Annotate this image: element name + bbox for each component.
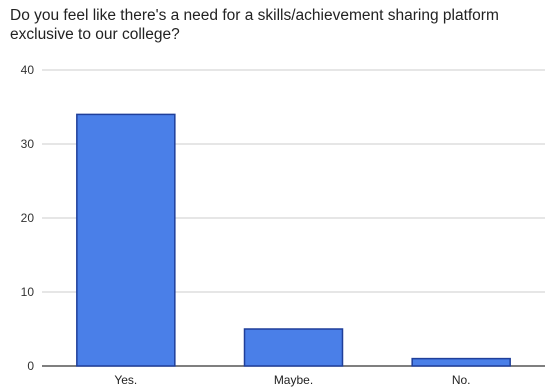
chart-title: Do you feel like there's a need for a sk…	[10, 6, 530, 44]
x-category-label: No.	[452, 373, 471, 387]
y-tick-label: 30	[21, 137, 35, 151]
x-category-label: Yes.	[114, 373, 137, 387]
chart-title-line-1: Do you feel like there's a need for a sk…	[10, 7, 499, 24]
y-tick-label: 20	[21, 211, 35, 225]
bar-no	[411, 357, 511, 367]
y-tick-label: 0	[27, 359, 34, 373]
bars	[76, 113, 511, 367]
x-axis-categories: Yes. Maybe. No.	[114, 373, 470, 387]
bar-maybe	[243, 328, 344, 367]
y-tick-label: 10	[21, 285, 35, 299]
y-axis-ticks: 0 10 20 30 40	[21, 63, 35, 373]
bar-yes	[76, 113, 176, 367]
chart-title-line-2: exclusive to our college?	[10, 26, 180, 43]
y-tick-label: 40	[21, 63, 35, 77]
x-category-label: Maybe.	[274, 373, 313, 387]
